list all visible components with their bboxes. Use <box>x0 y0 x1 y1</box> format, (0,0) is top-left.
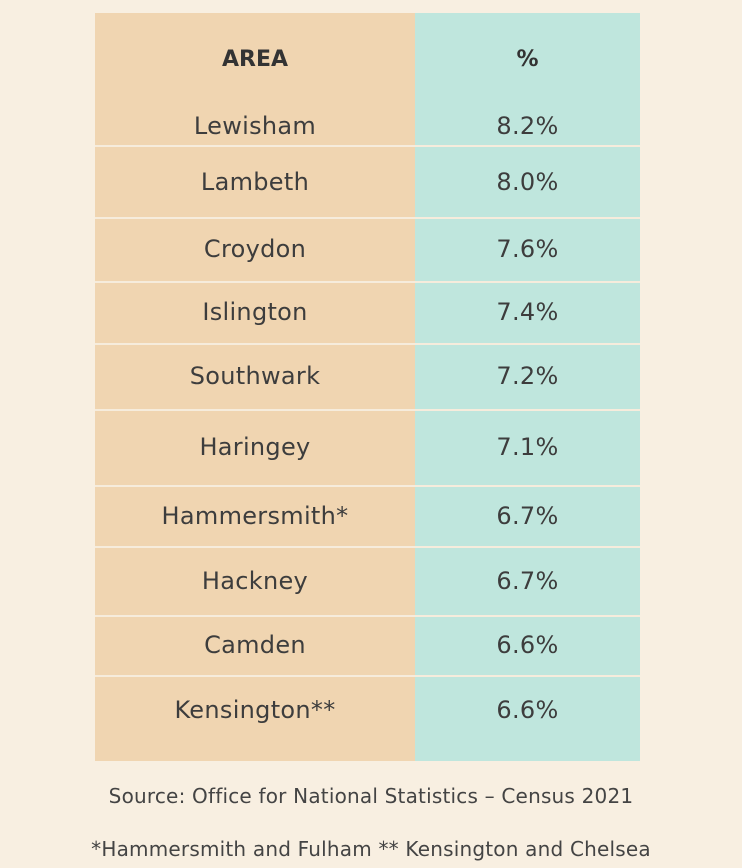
area-column-background <box>95 13 415 761</box>
row-divider <box>95 343 640 345</box>
table-row: Hackney 6.7% <box>95 546 640 615</box>
row-divider <box>95 546 640 548</box>
row-divider <box>95 675 640 677</box>
percent-cell: 6.7% <box>496 501 559 530</box>
percent-cell: 6.6% <box>496 631 559 659</box>
data-table: AREA % Lewisham 8.2% Lambeth 8.0% Croydon 7.6… <box>95 13 640 761</box>
table-row: Hammersmith* 6.7% <box>95 485 640 546</box>
table-row: Kensington** 6.6% <box>95 675 640 761</box>
header-percent: % <box>516 47 539 72</box>
area-cell: Southwark <box>189 362 321 390</box>
source-note: Source: Office for National Statistics –… <box>108 784 634 808</box>
percent-cell: 7.6% <box>496 235 559 263</box>
row-divider <box>95 145 640 147</box>
area-cell: Hackney <box>201 566 309 595</box>
percent-cell: 6.6% <box>496 696 559 724</box>
abbreviation-note: *Hammersmith and Fulham ** Kensington an… <box>91 837 651 861</box>
table-row: Islington 7.4% <box>95 281 640 343</box>
area-cell: Kensington** <box>174 696 336 724</box>
table-row: Lewisham 8.2% <box>95 107 640 145</box>
row-divider <box>95 217 640 219</box>
row-divider <box>95 485 640 487</box>
area-cell: Lambeth <box>200 168 310 196</box>
percent-cell: 8.2% <box>496 112 559 140</box>
table-row: Southwark 7.2% <box>95 343 640 409</box>
table-row: Haringey 7.1% <box>95 409 640 485</box>
percent-cell: 8.0% <box>496 168 559 196</box>
percent-cell: 7.1% <box>496 433 559 461</box>
percent-cell: 7.4% <box>496 298 559 326</box>
area-cell: Lewisham <box>193 112 317 140</box>
area-cell: Hammersmith* <box>161 501 349 530</box>
area-cell: Croydon <box>203 235 307 263</box>
row-divider <box>95 281 640 283</box>
table-row: Camden 6.6% <box>95 615 640 675</box>
area-cell: Haringey <box>199 433 311 461</box>
header-area: AREA <box>221 47 289 72</box>
percent-cell: 7.2% <box>496 362 559 390</box>
area-cell: Islington <box>202 298 308 326</box>
percent-cell: 6.7% <box>496 566 559 595</box>
percent-column-background <box>415 13 640 761</box>
table-row: Lambeth 8.0% <box>95 147 640 217</box>
area-cell: Camden <box>204 631 306 659</box>
table-row: Croydon 7.6% <box>95 217 640 281</box>
row-divider <box>95 615 640 617</box>
row-divider <box>95 409 640 411</box>
